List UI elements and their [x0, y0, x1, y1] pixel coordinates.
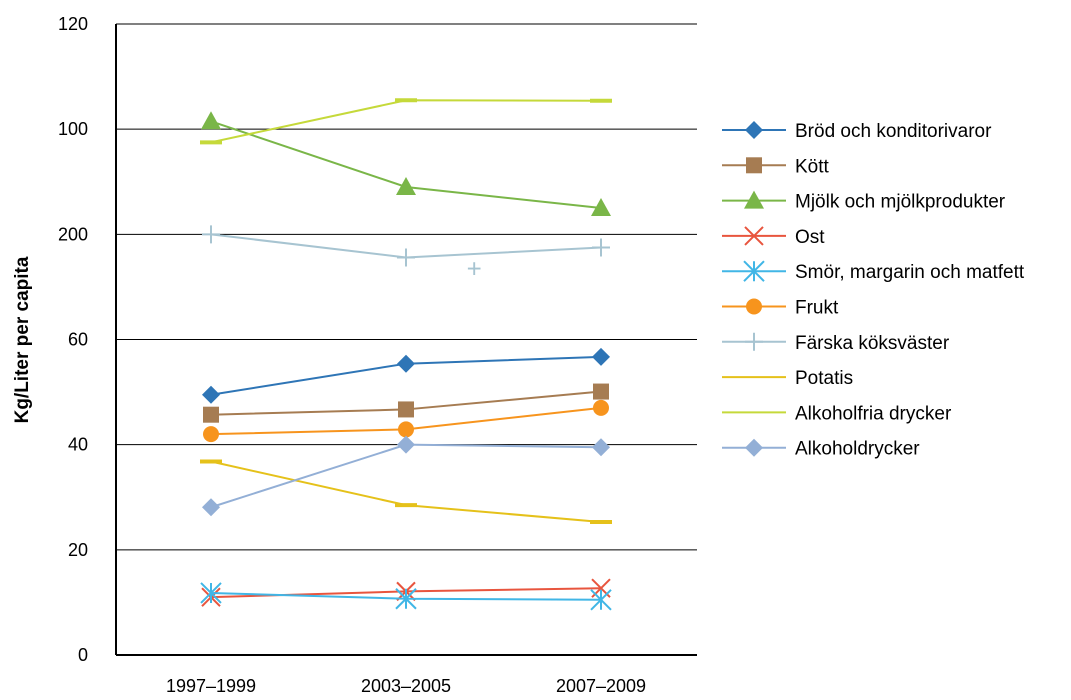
y-tick-label: 200 — [58, 224, 88, 244]
plus-marker — [745, 332, 763, 351]
x-tick-label: 1997–1999 — [166, 676, 256, 696]
legend-label: Kött — [795, 156, 830, 177]
diamond-marker — [745, 121, 763, 139]
diamond-marker — [397, 354, 415, 373]
square-marker — [746, 157, 762, 174]
legend: Bröd och konditorivaror Kött Mjölk och mjö… — [722, 121, 1025, 460]
circle-marker — [398, 421, 414, 438]
series-layer — [200, 98, 612, 611]
y-tick-label: 0 — [78, 645, 88, 665]
y-tick-labels: 0 20 40 60 200 100 120 — [58, 14, 88, 665]
legend-item: Smör, margarin och matfett — [722, 260, 1025, 283]
x-tick-label: 2007–2009 — [556, 676, 646, 696]
y-axis-label: Kg/Liter per capita — [12, 256, 33, 423]
grid-lines — [116, 23, 697, 551]
asterisk-marker — [590, 589, 612, 611]
legend-label: Potatis — [795, 368, 853, 389]
series-5 — [203, 399, 609, 443]
diamond-marker — [202, 498, 220, 517]
circle-marker — [203, 426, 219, 443]
triangle-marker — [396, 177, 416, 196]
legend-label: Färska köksväster — [795, 333, 950, 354]
asterisk-marker — [395, 588, 417, 610]
legend-label: Frukt — [795, 298, 839, 319]
square-marker — [203, 406, 219, 423]
series-line — [210, 443, 602, 509]
x-marker — [744, 226, 764, 246]
series-9 — [202, 435, 610, 517]
legend-label: Alkoholfria drycker — [795, 403, 952, 424]
x-tick-labels: 1997–1999 2003–2005 2007–2009 — [166, 676, 646, 696]
diamond-marker — [202, 385, 220, 404]
diamond-marker — [745, 438, 763, 457]
legend-item: Mjölk och mjölkprodukter — [722, 190, 1006, 213]
legend-item: Alkoholfria drycker — [722, 403, 952, 424]
legend-item: Potatis — [722, 368, 853, 389]
triangle-marker — [591, 198, 611, 217]
annotation-marker: + — [467, 254, 482, 284]
plus-marker — [202, 225, 220, 244]
series-2 — [201, 111, 611, 217]
axes — [115, 24, 697, 656]
series-line — [210, 460, 602, 523]
square-marker — [593, 383, 609, 400]
diamond-marker — [397, 435, 415, 454]
asterisk-marker — [200, 582, 222, 604]
legend-label: Ost — [795, 227, 825, 248]
triangle-marker — [201, 111, 221, 130]
circle-marker — [746, 298, 762, 315]
diamond-marker — [592, 347, 610, 366]
legend-item: Ost — [722, 226, 825, 248]
legend-item: Kött — [722, 156, 830, 177]
series-8 — [200, 98, 612, 145]
legend-item: Frukt — [722, 298, 839, 319]
series-4 — [200, 582, 612, 611]
legend-item: Alkoholdrycker — [722, 438, 920, 460]
series-line — [210, 99, 602, 144]
series-0 — [202, 347, 610, 404]
y-tick-label: 20 — [68, 540, 88, 560]
legend-item: Bröd och konditorivaror — [722, 121, 992, 142]
circle-marker — [593, 399, 609, 416]
asterisk-marker — [743, 260, 765, 282]
legend-item: Färska köksväster — [722, 333, 950, 354]
y-tick-label: 100 — [58, 119, 88, 139]
series-line — [210, 120, 602, 210]
legend-label: Alkoholdrycker — [795, 439, 920, 460]
diamond-marker — [592, 438, 610, 457]
legend-label: Mjölk och mjölkprodukter — [795, 192, 1006, 213]
square-marker — [398, 401, 414, 418]
plus-marker — [592, 238, 610, 257]
legend-label: Bröd och konditorivaror — [795, 121, 992, 142]
annotations-layer: + — [467, 254, 482, 284]
series-1 — [203, 383, 609, 423]
series-7 — [200, 459, 612, 524]
series-6 — [202, 225, 610, 267]
triangle-marker — [744, 190, 764, 209]
plus-marker — [397, 248, 415, 267]
y-tick-label: 40 — [68, 435, 88, 455]
x-tick-label: 2003–2005 — [361, 676, 451, 696]
y-tick-label: 120 — [58, 14, 88, 34]
legend-label: Smör, margarin och matfett — [795, 262, 1025, 283]
y-tick-label: 60 — [68, 330, 88, 350]
